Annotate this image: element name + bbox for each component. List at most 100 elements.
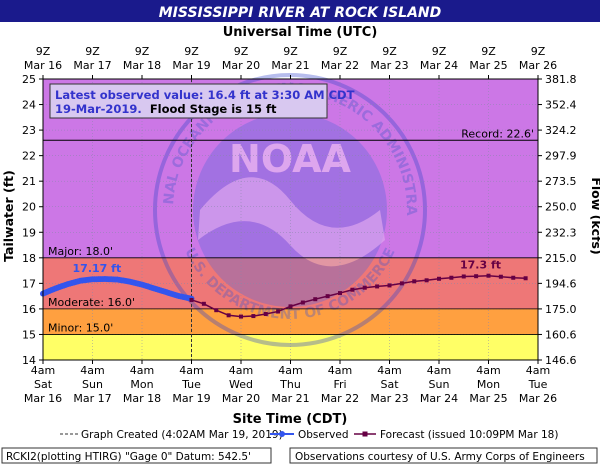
forecast-point: [523, 276, 528, 281]
site-tick-label-day: Wed: [229, 378, 253, 391]
forecast-point: [276, 309, 281, 314]
flow-tick-label: 215.0: [545, 252, 577, 265]
y-tick-label: 20: [22, 201, 36, 214]
stage-lines: Record: 22.6' Major: 18.0' Moderate: 16.0'…: [43, 79, 538, 360]
footer-left-box: [1, 447, 272, 464]
y-tick-label: 16: [22, 303, 36, 316]
utc-tick-label-date: Mar 24: [420, 59, 458, 72]
site-tick-label-day: Thu: [279, 378, 301, 391]
band-minor: [43, 334, 538, 360]
forecast-point: [201, 301, 206, 306]
flow-tick-label: 250.0: [545, 201, 577, 214]
site-tick-label-day: Tue: [181, 378, 201, 391]
info-box-frame: [49, 83, 328, 119]
utc-tick-label-hour: 9Z: [481, 45, 496, 58]
record-label: Record: 22.6': [461, 127, 534, 140]
site-tick-label-date: Mar 26: [519, 392, 557, 405]
flow-tick-label: 160.6: [545, 328, 577, 341]
utc-tick-label-date: Mar 25: [469, 59, 507, 72]
utc-tick-label-date: Mar 19: [172, 59, 210, 72]
forecast-point: [511, 275, 516, 280]
y-tick-label: 21: [22, 175, 36, 188]
forecast-point: [239, 314, 243, 319]
utc-tick-label-hour: 9Z: [283, 45, 298, 58]
legend-graph-created: Graph Created (4:02AM Mar 19, 2019): [81, 429, 283, 441]
utc-tick-label-hour: 9Z: [432, 45, 447, 58]
watermark-bird-shape: [198, 177, 385, 267]
site-tick-label-date: Mar 23: [370, 392, 408, 405]
site-tick-label-day: Mon: [130, 378, 153, 391]
site-tick-label-day: Tue: [528, 378, 548, 391]
info-flood-stage: Flood Stage is 15 ft: [150, 102, 277, 116]
legend: Graph Created (4:02AM Mar 19, 2019) Obse…: [60, 429, 558, 441]
forecast-point: [474, 274, 479, 279]
site-tick-label-date: Mar 17: [73, 392, 111, 405]
legend-forecast: Forecast (issued 10:09PM Mar 18): [380, 429, 558, 441]
info-line-2: 19-Mar-2019. Flood Stage is 15 ft: [55, 102, 277, 116]
left-axis-title: Tailwater (ft): [1, 170, 16, 262]
forecast-point: [399, 281, 404, 286]
forecast-point: [214, 308, 219, 313]
top-axis-title: Universal Time (UTC): [223, 25, 378, 40]
y-tick-label: 19: [22, 226, 36, 239]
utc-tick-label-hour: 9Z: [135, 45, 150, 58]
forecast-peak-label: 17.3 ft: [460, 259, 501, 272]
site-tick-label-date: Mar 22: [321, 392, 359, 405]
y-tick-label: 25: [22, 73, 36, 86]
utc-tick-label-hour: 9Z: [85, 45, 100, 58]
site-tick-label-hour: 4am: [31, 364, 55, 377]
utc-tick-label-date: Mar 17: [73, 59, 111, 72]
site-tick-label-date: Mar 20: [222, 392, 260, 405]
legend-observed-marker: [279, 431, 285, 437]
forecast-point: [449, 275, 454, 280]
y-tick-label: 23: [22, 124, 36, 137]
flow-tick-label: 352.4: [545, 99, 577, 112]
utc-tick-label-date: Mar 21: [271, 59, 309, 72]
forecast-point: [412, 279, 417, 284]
footer-credit: Observations courtesy of U.S. Army Corps…: [295, 451, 585, 463]
site-tick-label-hour: 4am: [229, 364, 253, 377]
axes: 14 15 16 17 18 19 20 21 22 23 24 25 146.6 160.6 175.0 1…: [22, 45, 577, 405]
utc-tick-label-date: Mar 16: [24, 59, 62, 72]
info-line-1: Latest observed value: 16.4 ft at 3:30 A…: [55, 88, 355, 102]
forecast-point: [288, 304, 293, 309]
forecast-point: [300, 300, 305, 305]
utc-tick-label-date: Mar 26: [519, 59, 557, 72]
y-tick-label: 15: [22, 328, 36, 341]
utc-tick-label-hour: 9Z: [234, 45, 249, 58]
grid: [43, 79, 538, 360]
site-tick-label-hour: 4am: [328, 364, 352, 377]
site-tick-label-hour: 4am: [80, 364, 104, 377]
major-label: Major: 18.0': [48, 245, 113, 258]
info-date: 19-Mar-2019.: [55, 102, 142, 116]
site-tick-label-hour: 4am: [377, 364, 401, 377]
footer-datum: RCKI2(plotting HTIRG) "Gage 0" Datum: 54…: [6, 451, 251, 463]
minor-label: Minor: 15.0': [48, 321, 113, 334]
forecast-point: [338, 291, 342, 296]
chart-title: MISSISSIPPI RIVER AT ROCK ISLAND: [159, 5, 442, 21]
site-tick-label-hour: 4am: [427, 364, 451, 377]
forecast-line: [191, 274, 526, 318]
site-tick-label-day: Sat: [380, 378, 399, 391]
forecast-point: [226, 313, 231, 318]
forecast-point: [189, 297, 194, 302]
site-tick-label-day: Fri: [333, 378, 346, 391]
utc-tick-label-date: Mar 23: [370, 59, 408, 72]
utc-tick-label-hour: 9Z: [184, 45, 199, 58]
y-tick-label: 18: [22, 252, 36, 265]
flow-tick-label: 146.6: [545, 354, 577, 367]
flow-tick-label: 194.6: [545, 277, 577, 290]
forecast-point: [498, 274, 503, 279]
y-tick-label: 24: [22, 99, 36, 112]
site-tick-label-day: Sun: [429, 378, 450, 391]
site-tick-label-hour: 4am: [526, 364, 550, 377]
series-layer: 17.17 ft 17.3 ft: [40, 259, 528, 319]
title-bar: [0, 0, 600, 22]
info-box: Latest observed value: 16.4 ft at 3:30 A…: [49, 83, 355, 119]
site-tick-label-hour: 4am: [179, 364, 203, 377]
forecast-point: [486, 273, 491, 278]
site-tick-label-day: Sat: [34, 378, 53, 391]
forecast-point: [263, 312, 268, 317]
flow-tick-label: 232.3: [545, 226, 577, 239]
y-tick-label: 17: [22, 277, 36, 290]
